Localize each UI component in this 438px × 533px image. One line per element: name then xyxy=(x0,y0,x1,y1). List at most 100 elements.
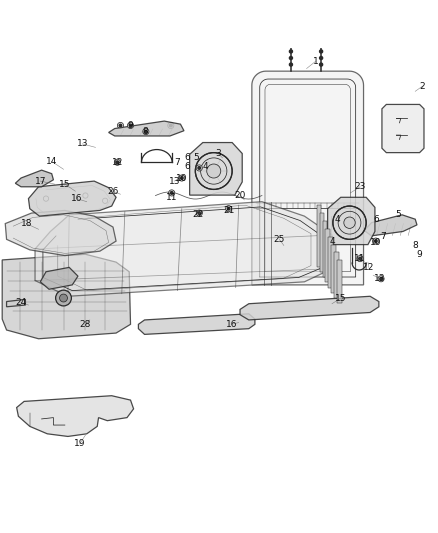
Text: 11: 11 xyxy=(354,254,366,263)
Bar xyxy=(325,229,330,282)
Polygon shape xyxy=(328,197,375,245)
Text: 19: 19 xyxy=(74,439,85,448)
Circle shape xyxy=(373,238,379,244)
Circle shape xyxy=(56,290,71,306)
Text: 3: 3 xyxy=(215,149,221,158)
Text: 15: 15 xyxy=(59,180,71,189)
Circle shape xyxy=(227,207,230,210)
Circle shape xyxy=(320,63,323,66)
Polygon shape xyxy=(138,314,255,334)
Circle shape xyxy=(320,56,323,60)
Circle shape xyxy=(170,191,173,194)
Text: 5: 5 xyxy=(395,211,401,219)
Bar xyxy=(317,205,321,266)
Bar xyxy=(322,221,327,277)
Circle shape xyxy=(116,161,119,164)
Polygon shape xyxy=(7,300,25,307)
Text: 14: 14 xyxy=(46,157,57,166)
Circle shape xyxy=(60,294,67,302)
Text: 6: 6 xyxy=(184,162,191,171)
Text: 8: 8 xyxy=(412,241,418,250)
Text: 28: 28 xyxy=(80,320,91,329)
Polygon shape xyxy=(252,71,364,285)
Text: 4: 4 xyxy=(202,162,208,171)
Circle shape xyxy=(180,177,183,179)
Polygon shape xyxy=(15,170,53,187)
Circle shape xyxy=(226,206,232,212)
Circle shape xyxy=(344,217,355,229)
Circle shape xyxy=(145,130,147,133)
Text: 9: 9 xyxy=(127,121,134,130)
Circle shape xyxy=(378,276,384,282)
Text: 10: 10 xyxy=(370,238,381,247)
Polygon shape xyxy=(240,296,379,320)
Circle shape xyxy=(374,240,377,243)
Polygon shape xyxy=(35,201,332,296)
Text: 12: 12 xyxy=(112,158,123,167)
Bar xyxy=(332,245,336,293)
Text: 6: 6 xyxy=(373,215,379,224)
Text: 7: 7 xyxy=(174,158,180,167)
Text: 17: 17 xyxy=(35,176,46,185)
Circle shape xyxy=(198,167,201,169)
Text: 20: 20 xyxy=(234,191,246,200)
Text: 26: 26 xyxy=(107,187,119,196)
Polygon shape xyxy=(5,211,116,255)
Circle shape xyxy=(143,128,149,135)
Circle shape xyxy=(290,63,293,66)
Circle shape xyxy=(320,50,323,53)
Text: 16: 16 xyxy=(226,320,237,329)
Polygon shape xyxy=(109,121,184,136)
Polygon shape xyxy=(364,215,417,236)
Bar xyxy=(334,253,339,298)
Circle shape xyxy=(127,123,134,128)
Text: 23: 23 xyxy=(354,182,366,191)
Text: 2: 2 xyxy=(420,82,425,91)
Circle shape xyxy=(196,165,202,171)
Circle shape xyxy=(179,175,185,181)
Circle shape xyxy=(114,159,120,165)
Polygon shape xyxy=(190,142,242,195)
Polygon shape xyxy=(40,268,78,289)
Polygon shape xyxy=(17,395,134,437)
Text: 22: 22 xyxy=(192,211,204,219)
Circle shape xyxy=(290,56,293,60)
Text: 13: 13 xyxy=(77,139,88,148)
Text: 13: 13 xyxy=(374,274,386,283)
Text: 12: 12 xyxy=(363,263,374,272)
Text: 16: 16 xyxy=(71,194,82,203)
Text: 11: 11 xyxy=(166,193,177,202)
Text: 4: 4 xyxy=(329,237,335,246)
Text: 24: 24 xyxy=(15,298,27,307)
Circle shape xyxy=(357,255,363,262)
Text: 21: 21 xyxy=(223,206,234,215)
Text: 5: 5 xyxy=(193,154,199,163)
Text: 1: 1 xyxy=(312,57,318,66)
Circle shape xyxy=(129,124,132,127)
Circle shape xyxy=(359,257,361,260)
Polygon shape xyxy=(28,181,116,216)
Bar xyxy=(328,237,333,287)
Text: 7: 7 xyxy=(380,232,386,241)
Text: 25: 25 xyxy=(274,235,285,244)
Circle shape xyxy=(290,50,293,53)
Text: 4: 4 xyxy=(335,215,340,224)
Polygon shape xyxy=(2,254,131,339)
Text: 8: 8 xyxy=(142,127,148,136)
Circle shape xyxy=(119,124,122,127)
Text: 13: 13 xyxy=(169,176,180,185)
Circle shape xyxy=(169,190,175,196)
Text: 9: 9 xyxy=(417,250,423,259)
Text: 10: 10 xyxy=(176,174,187,183)
Circle shape xyxy=(207,164,221,178)
Bar xyxy=(320,213,324,272)
Circle shape xyxy=(196,210,202,216)
Bar xyxy=(337,260,342,303)
Text: 15: 15 xyxy=(335,294,346,303)
Circle shape xyxy=(170,124,172,127)
Text: 6: 6 xyxy=(184,154,191,163)
Circle shape xyxy=(380,278,382,280)
Polygon shape xyxy=(382,104,424,152)
Text: 18: 18 xyxy=(21,219,32,228)
Circle shape xyxy=(198,212,201,214)
